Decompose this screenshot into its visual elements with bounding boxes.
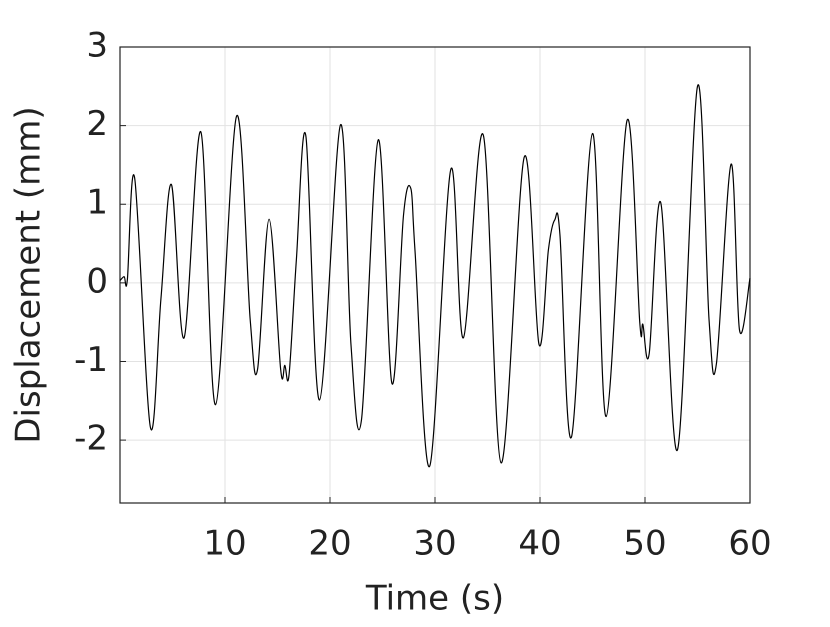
x-tick-label: 60 xyxy=(728,524,771,564)
x-tick-label: 10 xyxy=(203,524,246,564)
x-axis-label: Time (s) xyxy=(365,579,504,619)
y-tick-label: 1 xyxy=(86,183,108,223)
x-tick-label: 40 xyxy=(518,524,561,564)
y-axis-label: Displacement (mm) xyxy=(9,106,49,443)
y-tick-label: 3 xyxy=(86,26,108,66)
data-line xyxy=(119,84,751,467)
y-tick-label: -2 xyxy=(74,419,108,459)
plot-frame xyxy=(119,46,751,504)
y-tick-label: -1 xyxy=(74,340,108,380)
x-tick-label: 20 xyxy=(308,524,351,564)
y-tick-label: 2 xyxy=(86,104,108,144)
x-tick-label: 30 xyxy=(413,524,456,564)
x-tick-label: 50 xyxy=(623,524,666,564)
y-tick-label: 0 xyxy=(86,261,108,301)
